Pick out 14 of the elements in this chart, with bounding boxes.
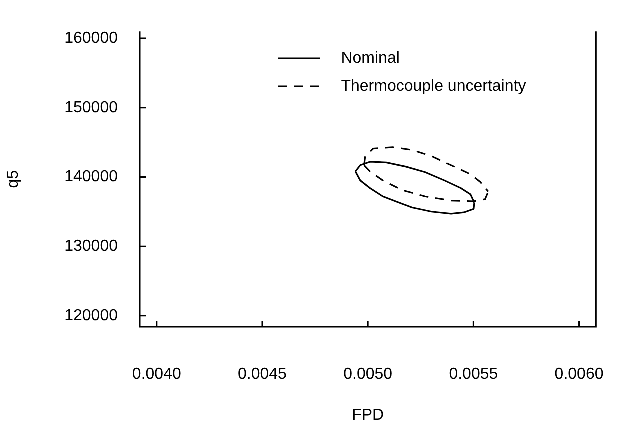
y-tick-label: 130000 xyxy=(64,238,118,255)
y-tick-label: 160000 xyxy=(64,30,118,47)
legend-label: Nominal xyxy=(341,50,400,68)
x-tick-label: 0.0040 xyxy=(132,366,182,384)
x-tick-label: 0.0045 xyxy=(238,366,288,384)
y-tick-label: 150000 xyxy=(64,99,118,116)
legend-label: Thermocouple uncertainty xyxy=(341,78,526,96)
x-tick-label: 0.0060 xyxy=(554,366,604,384)
x-axis-title: FPD xyxy=(352,406,384,424)
y-tick-label: 140000 xyxy=(64,168,118,186)
x-tick-label: 0.0055 xyxy=(449,366,498,384)
y-axis-title: q5 xyxy=(5,170,22,188)
y-tick-label: 120000 xyxy=(64,307,118,324)
x-tick-label: 0.0050 xyxy=(344,366,393,384)
